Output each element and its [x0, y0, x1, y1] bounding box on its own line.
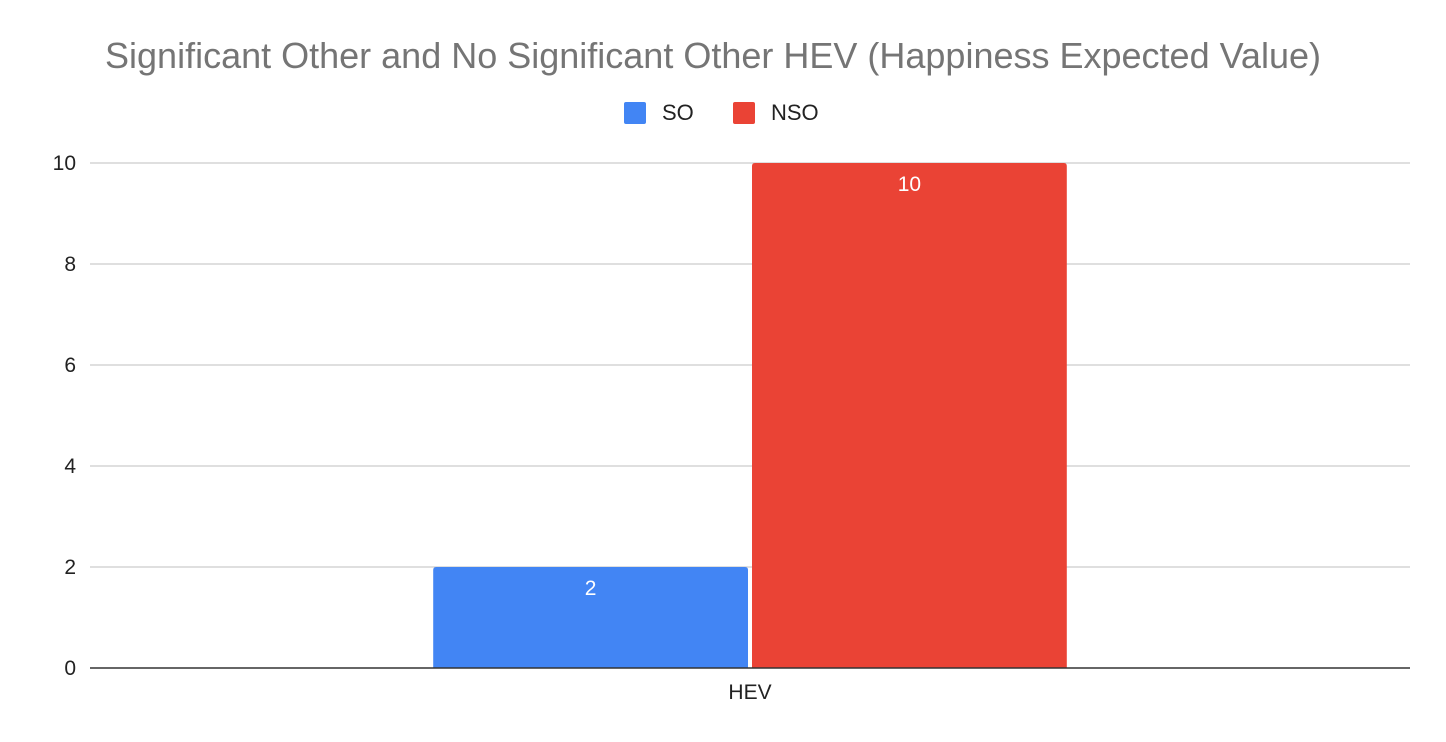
- y-tick-label-0: 0: [64, 657, 76, 680]
- y-tick-label-6: 6: [64, 354, 76, 377]
- y-tick-label-10: 10: [53, 152, 76, 175]
- legend-label-so: SO: [662, 100, 694, 125]
- legend-label-nso: NSO: [771, 100, 819, 125]
- y-tick-label-2: 2: [64, 556, 76, 579]
- legend-swatch-nso: [733, 102, 755, 124]
- bar-so-hev: [433, 567, 748, 668]
- y-tick-label-8: 8: [64, 253, 76, 276]
- legend-swatch-so: [624, 102, 646, 124]
- data-label-so-hev: 2: [585, 577, 597, 600]
- data-label-nso-hev: 10: [898, 173, 921, 196]
- y-axis: 0 2 4 6 8 10: [53, 152, 77, 680]
- bars: 2 10: [433, 163, 1067, 668]
- gridlines: [90, 162, 1410, 568]
- y-tick-label-4: 4: [64, 455, 76, 478]
- legend: SO NSO: [624, 100, 819, 125]
- chart-title: Significant Other and No Significant Oth…: [105, 35, 1321, 76]
- bar-nso-hev: [752, 163, 1067, 668]
- x-category-label-hev: HEV: [728, 681, 771, 704]
- x-axis: HEV: [90, 667, 1410, 704]
